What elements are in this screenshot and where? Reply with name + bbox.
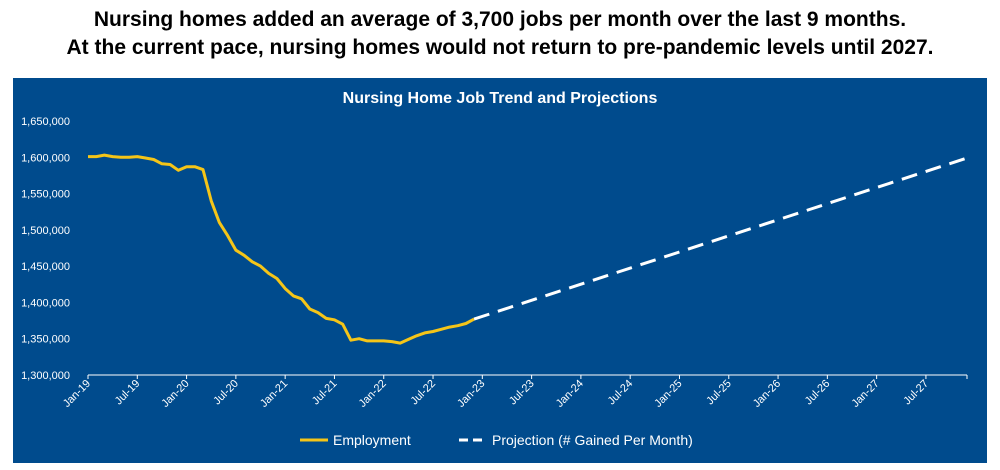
x-tick-label: Jul-19 xyxy=(113,378,143,408)
y-tick-label: 1,500,000 xyxy=(21,225,70,237)
x-tick-label: Jul-23 xyxy=(507,378,537,408)
y-tick-label: 1,350,000 xyxy=(21,334,70,346)
x-tick-label: Jul-27 xyxy=(901,378,931,408)
x-tick-label: Jan-25 xyxy=(652,378,684,410)
y-tick-label: 1,400,000 xyxy=(21,297,70,309)
y-tick-label: 1,600,000 xyxy=(21,152,70,164)
x-tick-label: Jan-23 xyxy=(455,378,487,410)
x-tick-label: Jan-27 xyxy=(849,378,881,410)
employment-series-line xyxy=(88,153,475,345)
legend-label-projection: Projection (# Gained Per Month) xyxy=(492,432,693,448)
x-tick-label: Jan-26 xyxy=(751,378,783,410)
x-tick-label: Jul-24 xyxy=(606,378,636,408)
y-tick-label: 1,300,000 xyxy=(21,370,70,382)
x-tick-label: Jul-22 xyxy=(408,378,438,408)
y-axis: 1,300,000 1,350,000 1,400,000 1,450,000 1,50… xyxy=(21,116,70,382)
headline-line-2: At the current pace, nursing homes would… xyxy=(66,36,934,59)
x-tick-label: Jan-21 xyxy=(258,378,290,410)
x-tick-label: Jul-20 xyxy=(211,378,241,408)
x-axis: Jan-19 Jul-19 Jan-20 Jul-20 Jan-21 Jul-21 Jan-… xyxy=(61,374,968,410)
projection-series-line xyxy=(473,156,968,321)
headline-line-1: Nursing homes added an average of 3,700 … xyxy=(93,8,907,31)
x-tick-label: Jul-26 xyxy=(803,378,833,408)
x-tick-label: Jan-19 xyxy=(61,378,93,410)
y-tick-label: 1,650,000 xyxy=(21,116,70,128)
x-tick-label: Jan-22 xyxy=(357,378,389,410)
series-layer xyxy=(88,153,968,345)
x-tick-label: Jul-21 xyxy=(310,378,340,408)
legend: Employment Projection (# Gained Per Month… xyxy=(300,432,693,448)
line-chart: Nursing Home Job Trend and Projections 1… xyxy=(21,90,968,448)
x-tick-label: Jan-20 xyxy=(159,378,191,410)
headline: Nursing homes added an average of 3,700 … xyxy=(0,6,1000,62)
y-tick-label: 1,450,000 xyxy=(21,261,70,273)
x-tick-label: Jan-24 xyxy=(554,378,586,410)
chart-title: Nursing Home Job Trend and Projections xyxy=(343,90,658,107)
y-tick-label: 1,550,000 xyxy=(21,189,70,201)
legend-label-employment: Employment xyxy=(333,432,411,448)
x-tick-label: Jul-25 xyxy=(704,378,734,408)
chart-panel: Nursing Home Job Trend and Projections 1… xyxy=(13,78,987,463)
